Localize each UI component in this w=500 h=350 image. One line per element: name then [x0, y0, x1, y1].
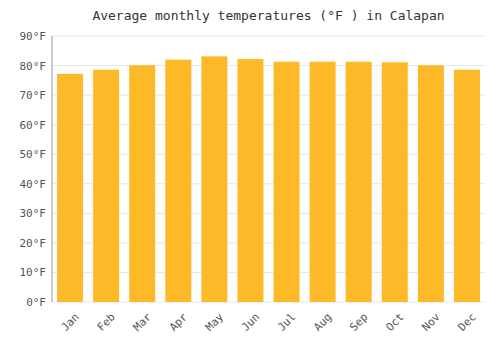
x-tick-label: Oct [383, 311, 406, 334]
y-tick-label: 80°F [20, 60, 47, 73]
grid [52, 36, 485, 302]
y-tick-label: 60°F [20, 119, 47, 132]
bar [454, 70, 480, 302]
y-tick-label: 90°F [20, 30, 47, 43]
bar [165, 60, 191, 302]
y-tick-label: 50°F [20, 148, 47, 161]
y-axis-ticks: 0°F 10°F 20°F 30°F 40°F 50°F 60°F 70°F 80°F 90°F [20, 30, 47, 309]
x-tick-label: Jul [275, 311, 298, 334]
bar [310, 62, 336, 302]
chart: Average monthly temperatures (°F ) in Ca… [0, 0, 500, 350]
x-tick-label: Nov [419, 310, 443, 334]
y-tick-label: 20°F [20, 237, 47, 250]
bar [346, 62, 372, 302]
bar [274, 62, 300, 302]
x-tick-label: Jun [239, 311, 262, 334]
bar [201, 56, 227, 302]
y-tick-label: 0°F [26, 296, 46, 309]
x-tick-label: Dec [455, 311, 478, 334]
bar [93, 70, 119, 302]
bar [382, 62, 408, 302]
x-tick-label: Feb [95, 311, 118, 334]
x-axis-ticks: Jan Feb Mar Apr May Jun Jul Aug Sep Oct Nov Dec [59, 310, 479, 334]
bar [237, 59, 263, 302]
y-tick-label: 30°F [20, 207, 47, 220]
x-tick-label: Mar [131, 310, 155, 334]
x-tick-label: Sep [347, 311, 370, 334]
x-tick-label: Jan [59, 311, 82, 334]
y-tick-label: 10°F [20, 266, 47, 279]
grid-line [52, 36, 485, 37]
x-tick-label: Aug [311, 311, 334, 334]
bars [57, 56, 480, 302]
y-tick-label: 70°F [20, 89, 47, 102]
bar [129, 65, 155, 302]
title: Average monthly temperatures (°F ) in Ca… [92, 8, 444, 23]
y-axis-line [52, 36, 53, 302]
y-tick-label: 40°F [20, 178, 47, 191]
x-tick-label: May [203, 310, 227, 334]
bar [418, 65, 444, 302]
bar [57, 74, 83, 302]
x-tick-label: Apr [167, 310, 191, 334]
